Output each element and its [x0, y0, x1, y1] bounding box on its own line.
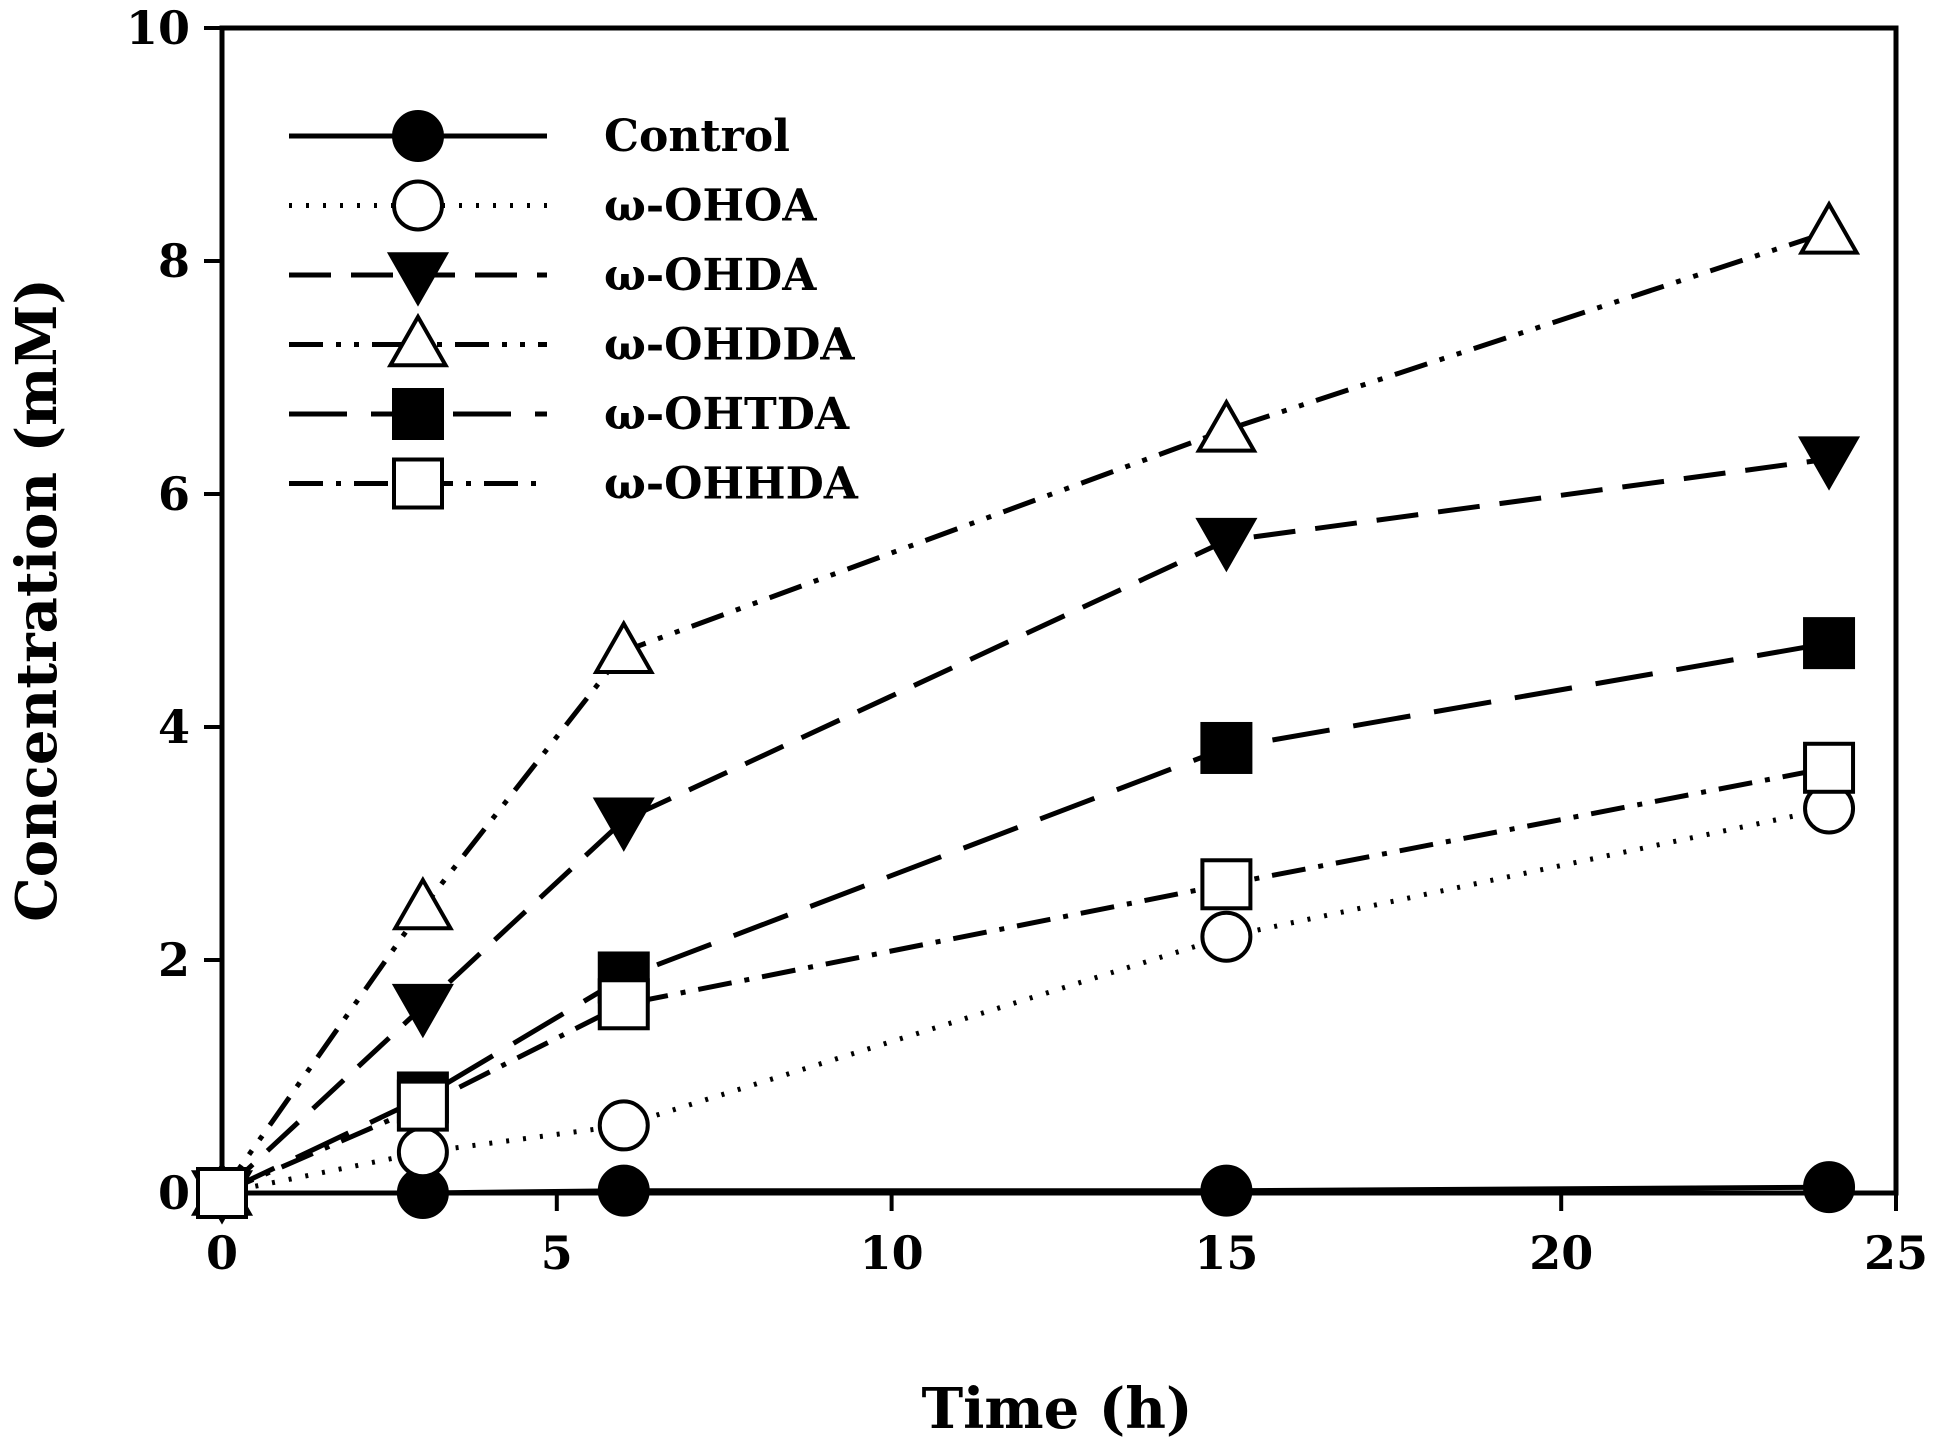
- x-tick-label: 0: [206, 1226, 238, 1280]
- data-point: [592, 619, 655, 674]
- data-point: [1803, 1161, 1856, 1214]
- legend-marker: [392, 110, 444, 162]
- legend-marker: [386, 252, 450, 307]
- y-tick-label: 2: [158, 933, 190, 987]
- x-tick-label: 10: [860, 1226, 924, 1280]
- legend-label: Control: [604, 111, 790, 162]
- data-point: [1797, 436, 1861, 491]
- legend-marker: [392, 179, 444, 232]
- data-point: [1200, 858, 1253, 911]
- data-point: [597, 1099, 650, 1152]
- data-point: [196, 1167, 248, 1219]
- y-tick-label: 0: [158, 1166, 190, 1220]
- series-line: [221, 806, 1830, 1196]
- legend-label: ω-OHOA: [604, 181, 817, 232]
- data-point: [1200, 910, 1253, 963]
- series-lines: [219, 229, 1830, 1196]
- data-point: [1803, 617, 1856, 670]
- legend-marker: [392, 388, 444, 440]
- legend-label: ω-OHHDA: [604, 459, 859, 510]
- legend-label: ω-OHDA: [604, 250, 817, 301]
- plot-frame: [219, 25, 1899, 1196]
- y-axis-title: Concentration (mM): [4, 278, 70, 922]
- data-point: [1195, 517, 1258, 573]
- data-point: [1200, 721, 1253, 774]
- plot-border: [219, 25, 1899, 1196]
- data-point: [396, 1126, 449, 1179]
- legend-marker: [392, 457, 444, 510]
- series-line: [221, 765, 1830, 1196]
- y-tick-label: 4: [158, 700, 190, 754]
- x-axis: 0 5 10 15 20 25: [206, 1193, 1928, 1280]
- series-line: [219, 229, 1830, 1195]
- x-tick-label: 25: [1864, 1226, 1928, 1280]
- data-point: [592, 797, 655, 852]
- x-tick-label: 5: [541, 1226, 573, 1280]
- y-axis: 0 2 4 6 8 10: [126, 1, 222, 1220]
- data-point: [1200, 1164, 1253, 1217]
- x-tick-label: 20: [1529, 1226, 1593, 1280]
- legend-label: ω-OHDDA: [604, 320, 855, 371]
- legend-label: ω-OHTDA: [604, 389, 850, 440]
- data-point: [396, 1079, 449, 1132]
- data-point: [597, 1164, 650, 1217]
- series-markers: [190, 200, 1861, 1225]
- legend: Control ω-OHOA ω-OHDA ω-OHDDA ω-OHTDA ω-OHHDA: [289, 110, 859, 510]
- x-tick-label: 15: [1194, 1226, 1258, 1280]
- data-point: [597, 978, 650, 1031]
- data-point: [391, 875, 454, 931]
- data-point: [1803, 741, 1856, 794]
- y-tick-label: 6: [158, 467, 190, 521]
- data-point: [1797, 200, 1861, 255]
- data-point: [391, 983, 454, 1039]
- y-tick-label: 8: [158, 234, 190, 288]
- y-tick-label: 10: [126, 1, 190, 55]
- data-point: [1195, 398, 1258, 453]
- series-line: [220, 640, 1830, 1196]
- legend-marker: [386, 312, 450, 368]
- x-axis-title: Time (h): [921, 1376, 1192, 1442]
